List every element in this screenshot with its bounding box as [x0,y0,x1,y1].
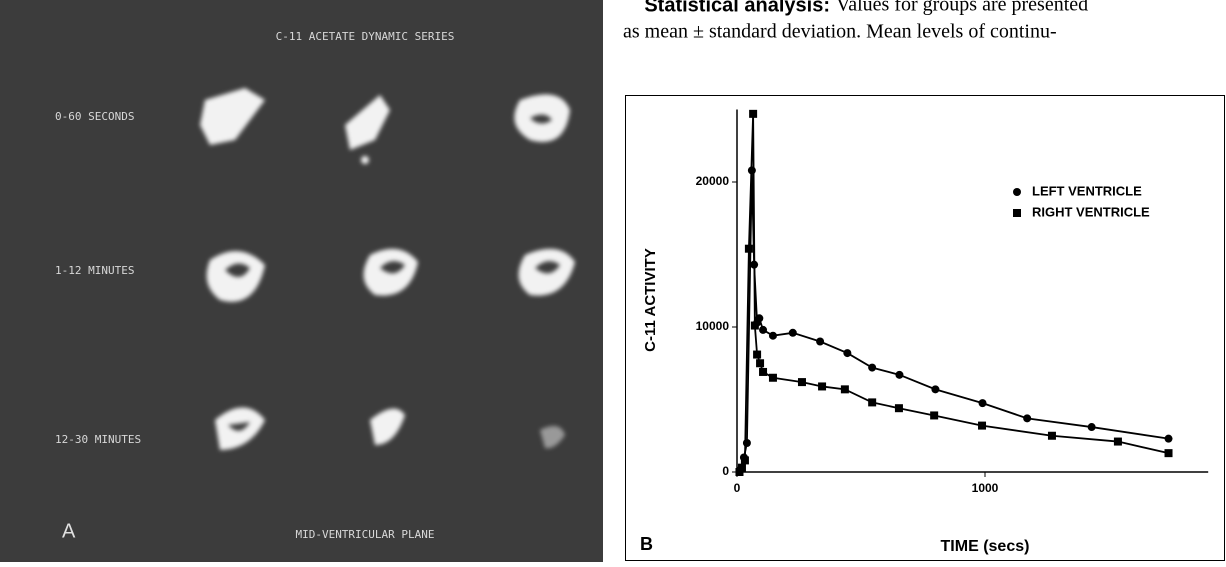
data-point [797,378,806,387]
legend-marker [1013,209,1021,217]
data-point [749,109,758,118]
panel-a-title: C-11 ACETATE DYNAMIC SERIES [276,30,455,43]
data-point [740,456,749,465]
y-axis-label: C-11 ACTIVITY [642,248,659,352]
panel-b-frame [625,95,1225,561]
data-point [930,411,939,420]
series-line [738,170,1169,473]
data-point [1164,434,1173,443]
section-heading: Statistical analysis: [644,0,830,16]
data-point [759,367,768,376]
data-point [931,385,940,394]
panel-a-footer: MID-VENTRICULAR PLANE [295,528,434,541]
data-point [840,385,849,394]
y-tick-label: 20000 [696,174,730,188]
panel-label: B [640,534,653,554]
data-point [818,382,827,391]
data-point [816,337,825,346]
data-point [1113,437,1122,446]
data-point [868,363,877,372]
body-text: as mean ± standard deviation. Mean level… [623,21,1057,43]
data-point [868,398,877,407]
legend-label: RIGHT VENTRICLE [1032,204,1150,219]
legend-marker [1013,188,1021,196]
data-point [788,328,797,337]
data-point [759,325,768,334]
data-point [894,404,903,413]
data-point [978,399,987,408]
x-tick-label: 1000 [972,481,999,495]
legend-label: LEFT VENTRICLE [1032,183,1142,198]
data-point [1164,449,1173,458]
data-point [843,349,852,358]
x-axis-label: TIME (secs) [941,538,1030,555]
data-point [737,463,746,472]
data-point [1087,423,1096,432]
data-point [753,350,762,359]
x-tick-label: 0 [734,481,741,495]
row-label: 12-30 MINUTES [55,433,141,446]
data-point [756,359,765,368]
row-label: 0-60 SECONDS [55,110,134,123]
panel-a-image [0,0,603,562]
panel-label: A [62,520,76,542]
data-point [978,421,987,430]
body-text: Values for groups are presented [836,0,1088,16]
data-point [768,331,777,340]
y-tick-label: 0 [722,464,729,478]
row-label: 1-12 MINUTES [55,264,134,277]
data-point [1047,431,1056,440]
data-point [750,321,759,330]
data-point [895,370,904,379]
y-tick-label: 10000 [696,319,730,333]
data-point [744,244,753,253]
scan-blobs [200,88,575,450]
data-point [742,439,751,447]
series-line [738,113,1169,473]
data-point [755,314,764,323]
data-point [768,373,777,382]
data-point [735,468,744,476]
data-point [1023,414,1032,423]
